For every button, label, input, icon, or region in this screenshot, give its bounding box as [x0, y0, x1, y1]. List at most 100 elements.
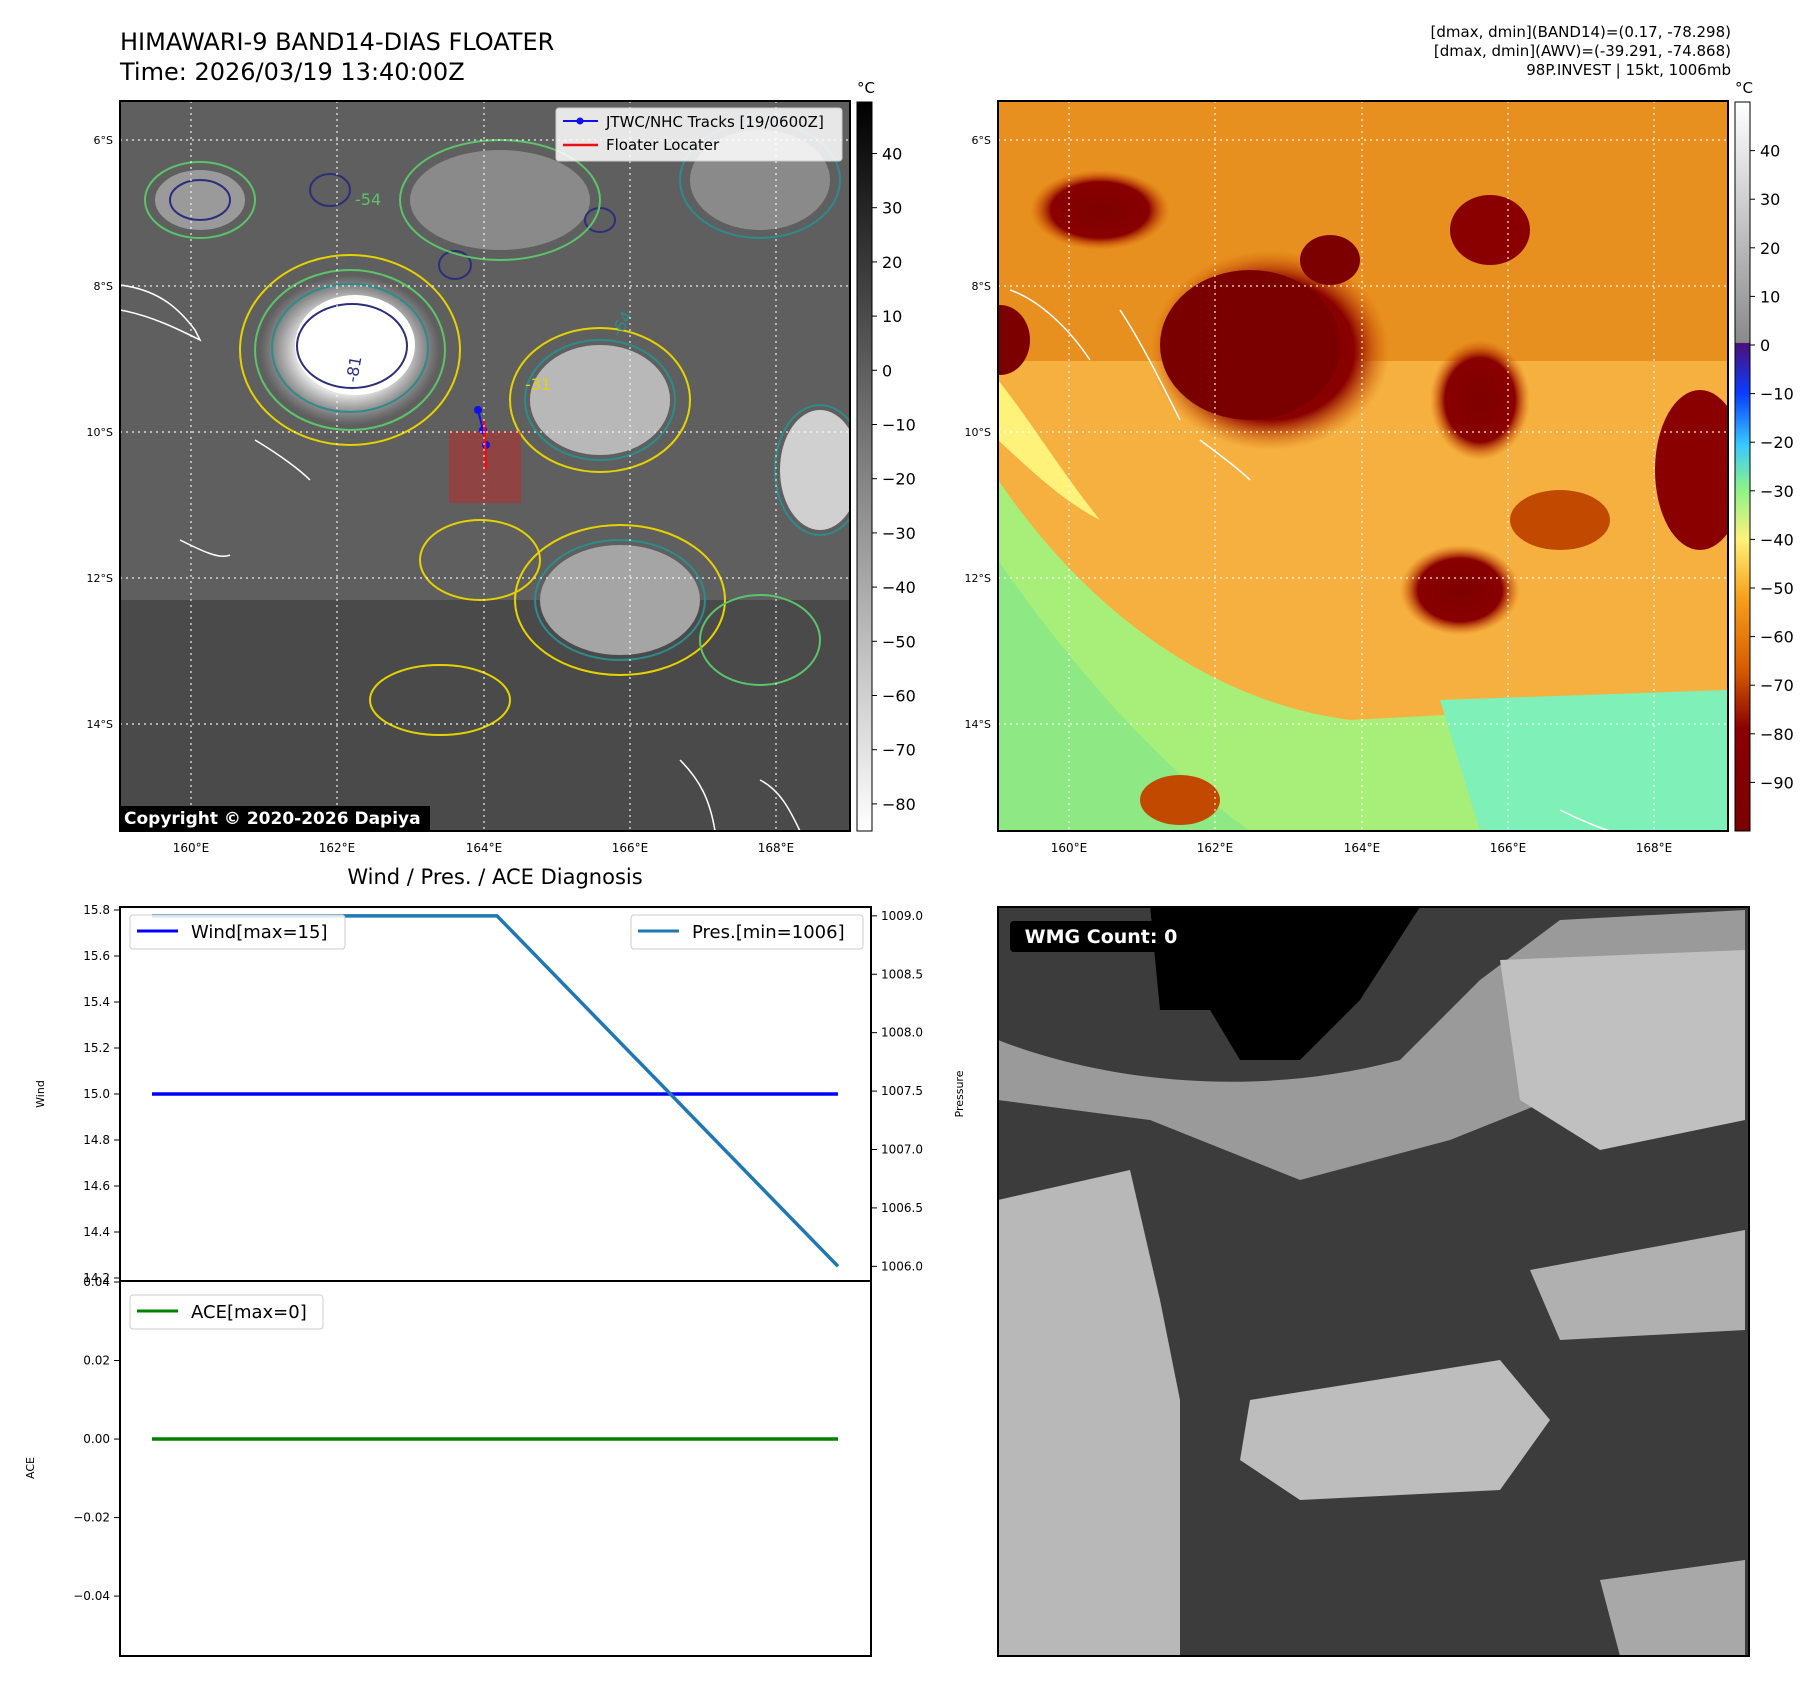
cb-color-tick-label: −40	[1760, 530, 1794, 549]
pressure-legend-label: Pres.[min=1006]	[692, 922, 845, 943]
ace-axis-tick-label: −0.02	[73, 1511, 110, 1525]
lon-label-162e: 162°E	[319, 841, 356, 855]
wind-axis-tick-label: 15.4	[83, 995, 110, 1009]
lon-label-160e: 160°E	[173, 841, 210, 855]
wind-axis-tick-label: 15.0	[83, 1087, 110, 1101]
tr-lon-label-166e: 166°E	[1490, 841, 1527, 855]
pressure-axis-tick-label: 1007.5	[881, 1084, 923, 1098]
cb-gray-tick-label: −60	[882, 686, 916, 705]
pressure-axis-tick-label: 1009.0	[881, 909, 923, 923]
tr-lon-label-160e: 160°E	[1051, 841, 1088, 855]
cb-gray-tick-label: 10	[882, 307, 902, 326]
cb-gray-tick-label: −30	[882, 524, 916, 543]
lon-label-168e: 168°E	[758, 841, 795, 855]
ace-legend-label: ACE[max=0]	[191, 1302, 307, 1323]
ace-axis-tick-label: 0.04	[83, 1275, 110, 1289]
wind-axis-label: Wind	[34, 1080, 47, 1108]
cb-gray-tick-label: 20	[882, 253, 902, 272]
tr-lat-labels: 6°S 8°S 10°S 12°S 14°S	[965, 134, 991, 731]
ace-axis-tick-label: 0.00	[83, 1432, 110, 1446]
cb-gray-tick-label: −50	[882, 632, 916, 651]
cb-color-tick-label: 20	[1760, 239, 1780, 258]
lon-label-164e: 164°E	[466, 841, 503, 855]
lat-label-8s: 8°S	[94, 280, 113, 293]
legend-floater-label: Floater Locater	[606, 136, 720, 154]
wind-legend: Wind[max=15]	[129, 914, 346, 950]
info-line2: [dmax, dmin](AWV)=(-39.291, -74.868)	[1433, 42, 1731, 60]
cb-gray-tick-label: −80	[882, 795, 916, 814]
wind-axis-tick-label: 14.2	[83, 1271, 110, 1285]
cb-color-tick-label: −20	[1760, 433, 1794, 452]
pressure-axis-tick-label: 1006.0	[881, 1259, 923, 1273]
map-legend: JTWC/NHC Tracks [19/0600Z] Floater Locat…	[555, 107, 843, 162]
lat-label-6s: 6°S	[94, 134, 113, 147]
cb-gray-tick-label: 0	[882, 361, 892, 380]
cb-color-tick-label: −70	[1760, 676, 1794, 695]
ace-legend: ACE[max=0]	[129, 1294, 324, 1330]
cb-color-tick-label: 10	[1760, 287, 1780, 306]
tr-lon-labels: 160°E 162°E 164°E 166°E 168°E	[1051, 841, 1673, 855]
cb-gray-tick-label: −10	[882, 415, 916, 434]
contour-label-81: -81	[342, 355, 365, 384]
info-line1: [dmax, dmin](BAND14)=(0.17, -78.298)	[1430, 23, 1731, 41]
colorbar-color: °C 40 30 20 10 0 −10 −20 −30 −40 −50 −60 −70 −80 −90	[1734, 79, 1794, 832]
cb-color-tick-label: 40	[1760, 142, 1780, 161]
cb-color-tick-label: 0	[1760, 336, 1770, 355]
tl-lon-labels: 160°E 162°E 164°E 166°E 168°E	[173, 841, 795, 855]
ir-gray-map: -81 -64 -54 -31	[120, 101, 850, 831]
wmg-count-label: WMG Count: 0	[1025, 926, 1178, 948]
ace-axis-label: ACE	[24, 1457, 37, 1479]
wind-axis-tick-label: 15.6	[83, 949, 110, 963]
wind-axis-tick-label: 14.8	[83, 1133, 110, 1147]
cb-color-tick-label: −90	[1760, 773, 1794, 792]
lon-label-166e: 166°E	[612, 841, 649, 855]
contour-label-54: -54	[355, 190, 381, 209]
wind-axis-tick-label: 14.6	[83, 1179, 110, 1193]
wmg-panel: WMG Count: 0	[997, 906, 1750, 1657]
pressure-axis-tick-label: 1006.5	[881, 1201, 923, 1215]
copyright-badge	[120, 806, 430, 830]
pressure-axis-tick-label: 1008.0	[881, 1026, 923, 1040]
colorbar-gray: °C 40 30 20 10 0 −10 −20 −30 −40 −50 −60 −70 −80	[856, 79, 916, 832]
cb-gray-tick-label: −70	[882, 741, 916, 760]
cb-color-tick-label: 30	[1760, 190, 1780, 209]
tr-lat-label-12s: 12°S	[965, 572, 991, 585]
tr-lon-label-168e: 168°E	[1636, 841, 1673, 855]
ace-axis-tick-label: 0.02	[83, 1354, 110, 1368]
pressure-legend: Pres.[min=1006]	[630, 914, 864, 950]
info-line3: 98P.INVEST | 15kt, 1006mb	[1526, 61, 1731, 79]
wind-axis-tick-label: 14.4	[83, 1225, 110, 1239]
diagnosis-title: Wind / Pres. / ACE Diagnosis	[347, 865, 642, 889]
chart-title-line2: Time: 2026/03/19 13:40:00Z	[120, 58, 465, 86]
lat-label-10s: 10°S	[87, 426, 113, 439]
cb-color-tick-label: −80	[1760, 725, 1794, 744]
tr-lon-label-164e: 164°E	[1344, 841, 1381, 855]
pressure-axis-tick-label: 1007.0	[881, 1142, 923, 1156]
tl-lat-labels: 6°S 8°S 10°S 12°S 14°S	[87, 134, 113, 731]
tr-lat-label-8s: 8°S	[972, 280, 991, 293]
legend-track-label: JTWC/NHC Tracks [19/0600Z]	[605, 113, 824, 131]
chart-title-line1: HIMAWARI-9 BAND14-DIAS FLOATER	[120, 28, 555, 56]
cb-gray-tick-label: −40	[882, 578, 916, 597]
cb-gray-tick-label: 30	[882, 199, 902, 218]
wind-axis-tick-label: 15.8	[83, 903, 110, 917]
lat-label-12s: 12°S	[87, 572, 113, 585]
cb-color-tick-label: −60	[1760, 628, 1794, 647]
colorbar-color-unit: °C	[1735, 79, 1753, 97]
pressure-series-line	[152, 914, 840, 1268]
ace-axes	[119, 1280, 872, 1657]
tr-lat-label-10s: 10°S	[965, 426, 991, 439]
cb-color-tick-label: −30	[1760, 482, 1794, 501]
tr-lon-label-162e: 162°E	[1197, 841, 1234, 855]
cb-gray-tick-label: 40	[882, 144, 902, 163]
ir-color-map	[998, 101, 1728, 831]
wind-legend-label: Wind[max=15]	[191, 922, 328, 943]
copyright-text: Copyright © 2020-2026 Dapiya	[124, 809, 421, 829]
colorbar-gray-unit: °C	[857, 79, 875, 97]
cb-color-tick-label: −10	[1760, 385, 1794, 404]
tr-lat-label-14s: 14°S	[965, 718, 991, 731]
floater-locator-line	[482, 419, 488, 471]
tr-lat-label-6s: 6°S	[972, 134, 991, 147]
wind-axis-tick-label: 15.2	[83, 1041, 110, 1055]
